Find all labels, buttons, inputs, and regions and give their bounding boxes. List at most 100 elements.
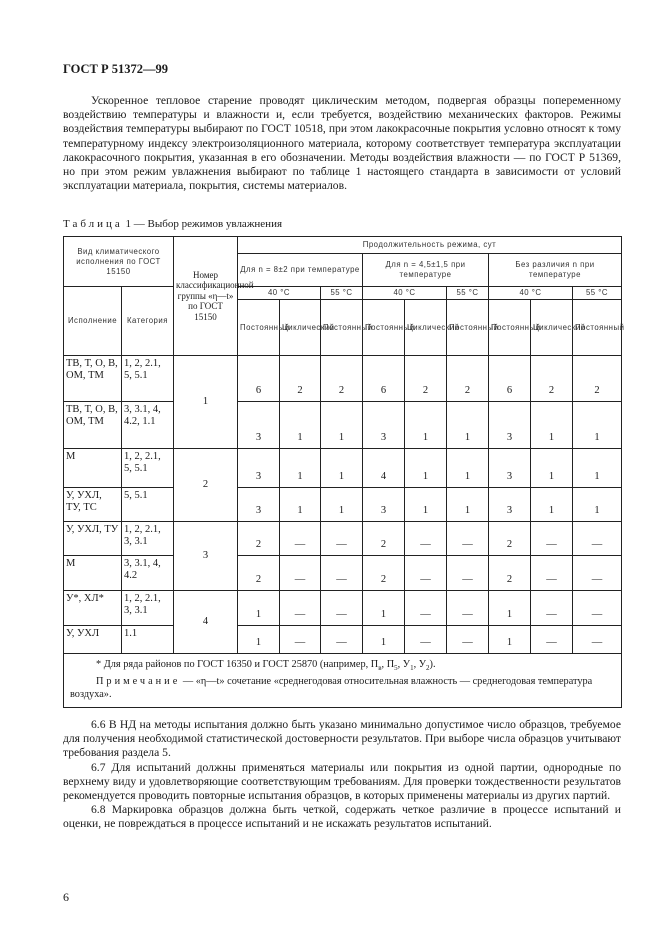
cell-isp: М (63, 448, 122, 488)
cell-value: — (572, 625, 622, 654)
cell-value: 1 (279, 487, 321, 522)
cell-value: — (320, 555, 363, 591)
cell-value: 1 (488, 625, 531, 654)
note-label: Примечание (96, 676, 181, 688)
cell-value: 2 (446, 355, 489, 402)
caption-label: Таблица (63, 218, 123, 230)
cell-value: 6 (237, 355, 280, 402)
cell-value: 2 (279, 355, 321, 402)
header-temp: 55 °C (320, 286, 363, 300)
header-nomer: Номер классификационной группы «η—t» по … (173, 236, 254, 356)
cell-value: 2 (572, 355, 622, 402)
cell-value: 1 (320, 487, 363, 522)
cell-kat: 1.1 (121, 625, 174, 654)
header-temp: 55 °C (446, 286, 489, 300)
cell-value: — (446, 555, 489, 591)
cell-value: 1 (404, 448, 447, 488)
cell-group: 3 (173, 521, 238, 591)
cell-isp: М (63, 555, 122, 591)
table-row: У, УХЛ, ТУ 1, 2, 2.1, 3, 3.1 3 2— —2— —2— — (63, 521, 622, 591)
note-text: — «η—t» сочетание «среднегодовая относит… (70, 676, 593, 701)
cell-value: 1 (362, 590, 405, 626)
cell-value: 1 (530, 401, 573, 449)
header-temp: 55 °C (572, 286, 622, 300)
cell-value: — (572, 555, 622, 591)
cell-value: 2 (237, 555, 280, 591)
table-row: У, УХЛ 1.1 1— —1— —1— — (63, 625, 622, 654)
header-mode: Циклический (404, 299, 459, 356)
cell-value: — (530, 555, 573, 591)
cell-kat: 1, 2, 2.1, 5, 5.1 (121, 448, 174, 488)
cell-value: 3 (488, 448, 531, 488)
cell-value: 2 (488, 555, 531, 591)
cell-value: — (279, 521, 321, 556)
cell-value: — (530, 521, 573, 556)
table-row: У, УХЛ, ТУ, ТС 5, 5.1 3 1 1 3 1 1 3 1 1 (63, 487, 622, 522)
cell-value: 2 (488, 521, 531, 556)
caption-text: 1 — Выбор режимов увлажнения (125, 218, 283, 230)
cell-value: 1 (530, 448, 573, 488)
cell-value: — (320, 590, 363, 626)
sub: 5 (394, 664, 398, 673)
cell-value: — (404, 625, 447, 654)
cell-value: — (320, 625, 363, 654)
header-mode: Постоянный (572, 299, 624, 356)
cell-isp: У, УХЛ, ТУ, ТС (63, 487, 122, 522)
cell-value: 2 (362, 555, 405, 591)
cell-kat: 5, 5.1 (121, 487, 174, 522)
table-row: ТВ, Т, О, В, ОМ, ТМ 1, 2, 2.1, 5, 5.1 1 6 2 2… (63, 355, 622, 449)
footnote-text: * Для ряда районов по ГОСТ 16350 и ГОСТ … (96, 659, 379, 670)
header-duration: Продолжительность режима, сут (237, 236, 622, 254)
cell-group: 2 (173, 448, 238, 522)
cell-value: 1 (530, 487, 573, 522)
table-footnote: * Для ряда районов по ГОСТ 16350 и ГОСТ … (63, 652, 622, 709)
header-mode: Циклический (279, 299, 334, 356)
table-caption: Таблица 1 — Выбор режимов увлажнения (63, 218, 282, 230)
cell-value: 3 (488, 487, 531, 522)
cell-value: — (446, 625, 489, 654)
note-line: Примечание — «η—t» сочетание «среднегодо… (70, 675, 615, 701)
header-group-3: Без различия n при температуре (488, 253, 622, 287)
cell-value: 2 (404, 355, 447, 402)
cell-value: — (279, 625, 321, 654)
header-mode: Циклический (530, 299, 585, 356)
cell-group: 4 (173, 590, 238, 654)
header-group-1: Для n = 8±2 при температуре (237, 253, 363, 287)
cell-value: 1 (572, 448, 622, 488)
cell-value: — (320, 521, 363, 556)
cell-value: 3 (488, 401, 531, 449)
cell-value: 3 (237, 448, 280, 488)
cell-value: 1 (362, 625, 405, 654)
header-temp: 40 °C (488, 286, 573, 300)
header-mode: Постоянный (446, 299, 498, 356)
cell-value: 1 (279, 448, 321, 488)
cell-value: 1 (320, 448, 363, 488)
intro-text: Ускоренное тепловое старение проводят ци… (63, 94, 621, 193)
header-temp: 40 °C (362, 286, 447, 300)
cell-value: — (572, 521, 622, 556)
cell-value: 1 (404, 487, 447, 522)
cell-isp: ТВ, Т, О, В, ОМ, ТМ (63, 355, 122, 402)
paragraph-6-6: 6.6 В НД на методы испытания должно быть… (63, 718, 621, 760)
paragraph-6-8: 6.8 Маркировка образцов должна быть четк… (63, 803, 621, 831)
cell-value: 1 (446, 487, 489, 522)
cell-value: 1 (446, 448, 489, 488)
cell-group: 1 (173, 355, 238, 449)
cell-kat: 1, 2, 2.1, 3, 3.1 (121, 590, 174, 626)
cell-value: 6 (488, 355, 531, 402)
cell-value: — (572, 590, 622, 626)
cell-value: 1 (572, 487, 622, 522)
sub: 1 (410, 664, 414, 673)
cell-value: 1 (237, 590, 280, 626)
cell-isp: ТВ, Т, О, В, ОМ, ТМ (63, 401, 122, 449)
table-row: М 1, 2, 2.1, 5, 5.1 2 3 1 1 4 1 1 3 1 1 (63, 448, 622, 522)
header-kat: Категория (121, 286, 174, 356)
cell-kat: 3, 3.1, 4, 4.2 (121, 555, 174, 591)
document-header: ГОСТ Р 51372—99 (63, 62, 169, 76)
header-mode: Постоянный (237, 299, 289, 356)
cell-value: 1 (279, 401, 321, 449)
cell-value: — (530, 625, 573, 654)
cell-value: 3 (362, 487, 405, 522)
cell-kat: 1, 2, 2.1, 5, 5.1 (121, 355, 174, 402)
cell-value: — (530, 590, 573, 626)
